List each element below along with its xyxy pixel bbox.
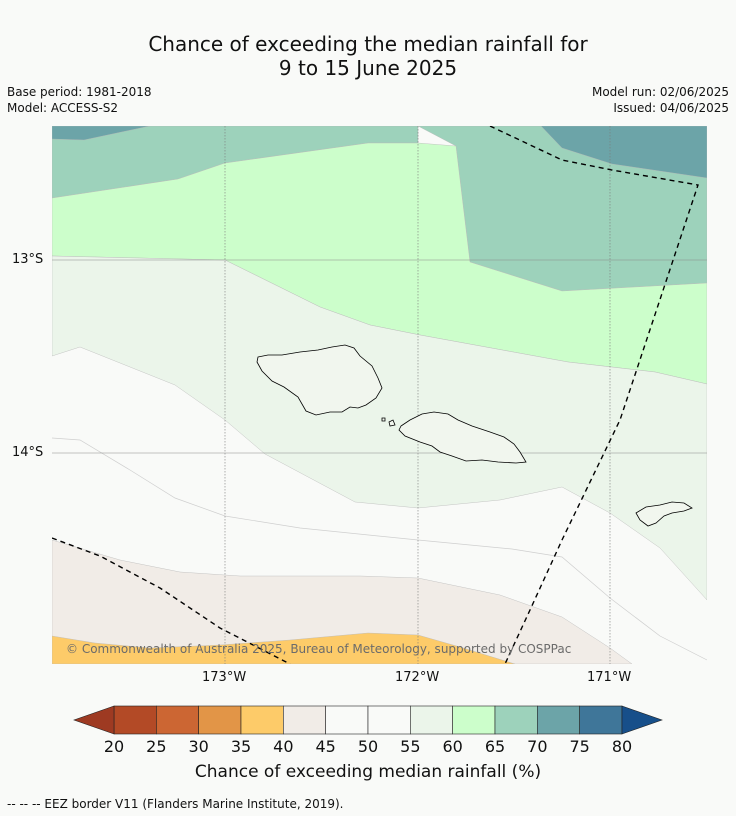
lat-label-13s: 13°S [12,252,44,267]
rainfall-map [52,126,707,664]
colorbar-tick-label: 45 [315,737,336,756]
colorbar-segment [494,705,538,735]
map-title-line2: 9 to 15 June 2025 [278,56,458,80]
parallel-lines [52,259,707,454]
colorbar-segment [579,705,623,735]
colorbar-tick-label: 40 [273,737,294,756]
zone-70-75-nw [52,126,151,141]
copyright-notice: © Commonwealth of Australia 2025, Bureau… [66,642,572,656]
colorbar-tick-label: 80 [611,737,633,756]
colorbar-segment [325,705,369,735]
model-label: Model: ACCESS-S2 [7,101,119,115]
colorbar-tick-label: 35 [230,737,252,756]
colorbar-segment [367,705,411,735]
tutuila-island [635,501,693,527]
colorbar-segment [198,705,242,735]
lat-label-14s: 14°S [12,445,44,460]
colorbar [73,705,663,735]
model-run-label: Model run: 02/06/2025 [591,85,729,99]
zone-35-40 [52,632,516,664]
colorbar-tick-label: 60 [442,737,463,756]
meridian-lines [224,126,611,664]
colorbar-segment [537,705,580,735]
zone-70-75-ne [540,126,707,179]
apolima-islet [381,417,386,422]
contour-50 [52,437,707,661]
colorbar-under-arrow [73,705,115,735]
savaii-island [256,344,383,416]
map-title-line1: Chance of exceeding the median rainfall … [148,32,588,56]
lon-label-172w: 172°W [395,670,440,685]
base-period-label: Base period: 1981-2018 [7,85,152,99]
colorbar-segment [410,705,453,735]
colorbar-tick-label: 75 [569,737,590,756]
lon-label-171w: 171°W [587,670,632,685]
colorbar-tick-label: 65 [484,737,506,756]
issued-label: Issued: 04/06/2025 [613,101,729,115]
eez-legend-note: -- -- -- EEZ border V11 (Flanders Marine… [7,797,344,811]
colorbar-tick-label: 30 [188,737,209,756]
zone-40-45 [52,539,633,664]
colorbar-tick-label: 20 [103,737,125,756]
colorbar-tick-label: 50 [357,737,379,756]
manono-islet [388,419,396,427]
colorbar-tick-label: 25 [146,737,167,756]
colorbar-segment [240,705,284,735]
colorbar-segment [156,705,199,735]
colorbar-tick-label: 70 [527,737,548,756]
colorbar-segment [283,705,326,735]
lon-label-173w: 173°W [202,670,247,685]
eez-border-south [52,537,291,664]
colorbar-segment [113,705,157,735]
upolu-island [398,411,527,464]
colorbar-tick-label: 55 [400,737,421,756]
colorbar-segment [452,705,496,735]
colorbar-over-arrow [621,705,663,735]
colorbar-title: Chance of exceeding median rainfall (%) [194,762,542,782]
